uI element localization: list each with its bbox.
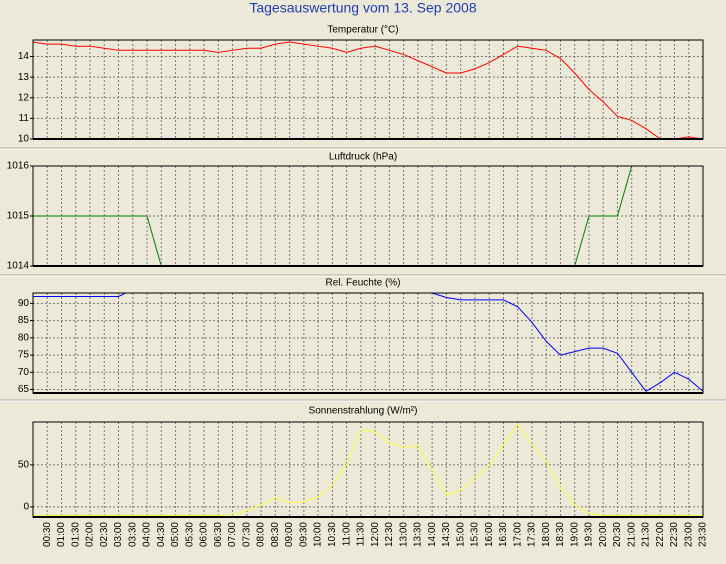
x-tick-label: 01:00 [56, 522, 67, 547]
x-tick-label: 12:30 [384, 522, 395, 547]
x-tick-label: 07:30 [241, 522, 252, 547]
y-tick-label: 11 [19, 113, 30, 124]
page-title: Tagesauswertung vom 13. Sep 2008 [249, 0, 476, 16]
x-tick-label: 00:30 [42, 522, 53, 547]
y-tick-label: 90 [18, 298, 30, 309]
x-tick-label: 12:00 [370, 522, 381, 547]
x-tick-label: 19:30 [584, 522, 595, 547]
x-tick-label: 18:30 [555, 522, 566, 547]
x-tick-label: 03:00 [113, 522, 124, 547]
panel-title: Temperatur (°C) [327, 25, 398, 36]
x-tick-label: 04:00 [142, 522, 153, 547]
x-tick-label: 23:00 [683, 522, 694, 547]
x-tick-label: 07:00 [227, 522, 238, 547]
x-tick-label: 06:30 [213, 522, 224, 547]
x-tick-label: 15:30 [470, 522, 481, 547]
x-tick-label: 20:30 [612, 522, 623, 547]
x-tick-label: 10:00 [313, 522, 324, 547]
panel-title: Sonnenstrahlung (W/m²) [309, 406, 418, 417]
x-tick-label: 17:30 [527, 522, 538, 547]
x-tick-label: 17:00 [512, 522, 523, 547]
x-tick-label: 15:00 [455, 522, 466, 547]
y-tick-label: 75 [18, 350, 30, 361]
y-tick-label: 12 [18, 92, 30, 103]
x-tick-label: 16:00 [484, 522, 495, 547]
data-line [33, 293, 703, 392]
y-tick-label: 65 [18, 384, 30, 395]
y-tick-label: 10 [18, 134, 30, 145]
x-tick-label: 06:00 [199, 522, 210, 547]
x-tick-label: 13:30 [413, 522, 424, 547]
x-tick-label: 20:00 [598, 522, 609, 547]
x-tick-label: 22:00 [655, 522, 666, 547]
y-tick-label: 14 [18, 51, 30, 62]
x-tick-label: 08:00 [256, 522, 267, 547]
data-line [33, 422, 703, 516]
x-tick-label: 23:30 [698, 522, 709, 547]
x-tick-label: 08:30 [270, 522, 281, 547]
x-tick-label: 05:00 [170, 522, 181, 547]
x-tick-label: 02:00 [85, 522, 96, 547]
y-tick-label: 0 [23, 502, 29, 513]
y-tick-label: 85 [18, 315, 30, 326]
y-tick-label: 1015 [7, 211, 30, 222]
x-tick-label: 21:00 [626, 522, 637, 547]
y-tick-label: 1014 [7, 261, 30, 272]
y-tick-label: 70 [18, 367, 30, 378]
x-tick-label: 19:00 [569, 522, 580, 547]
y-tick-label: 13 [18, 72, 30, 83]
x-tick-label: 18:00 [541, 522, 552, 547]
x-tick-label: 11:00 [341, 522, 352, 547]
panel-title: Rel. Feuchte (%) [325, 278, 400, 289]
panel-title: Luftdruck (hPa) [329, 152, 397, 163]
x-tick-label: 03:30 [127, 522, 138, 547]
x-tick-label: 05:30 [184, 522, 195, 547]
x-tick-label: 22:30 [669, 522, 680, 547]
y-tick-label: 80 [18, 332, 30, 343]
x-tick-label: 02:30 [99, 522, 110, 547]
x-tick-label: 16:30 [498, 522, 509, 547]
x-tick-label: 14:00 [427, 522, 438, 547]
y-tick-label: 1016 [7, 161, 30, 172]
x-tick-label: 13:00 [398, 522, 409, 547]
x-tick-label: 09:30 [298, 522, 309, 547]
x-tick-label: 21:30 [641, 522, 652, 547]
y-tick-label: 50 [18, 460, 30, 471]
x-tick-label: 09:00 [284, 522, 295, 547]
data-line [33, 41, 703, 139]
x-tick-label: 11:30 [356, 522, 367, 547]
data-line [33, 166, 703, 266]
x-tick-label: 14:30 [441, 522, 452, 547]
x-tick-label: 04:30 [156, 522, 167, 547]
x-tick-label: 01:30 [70, 522, 81, 547]
x-tick-label: 10:30 [327, 522, 338, 547]
